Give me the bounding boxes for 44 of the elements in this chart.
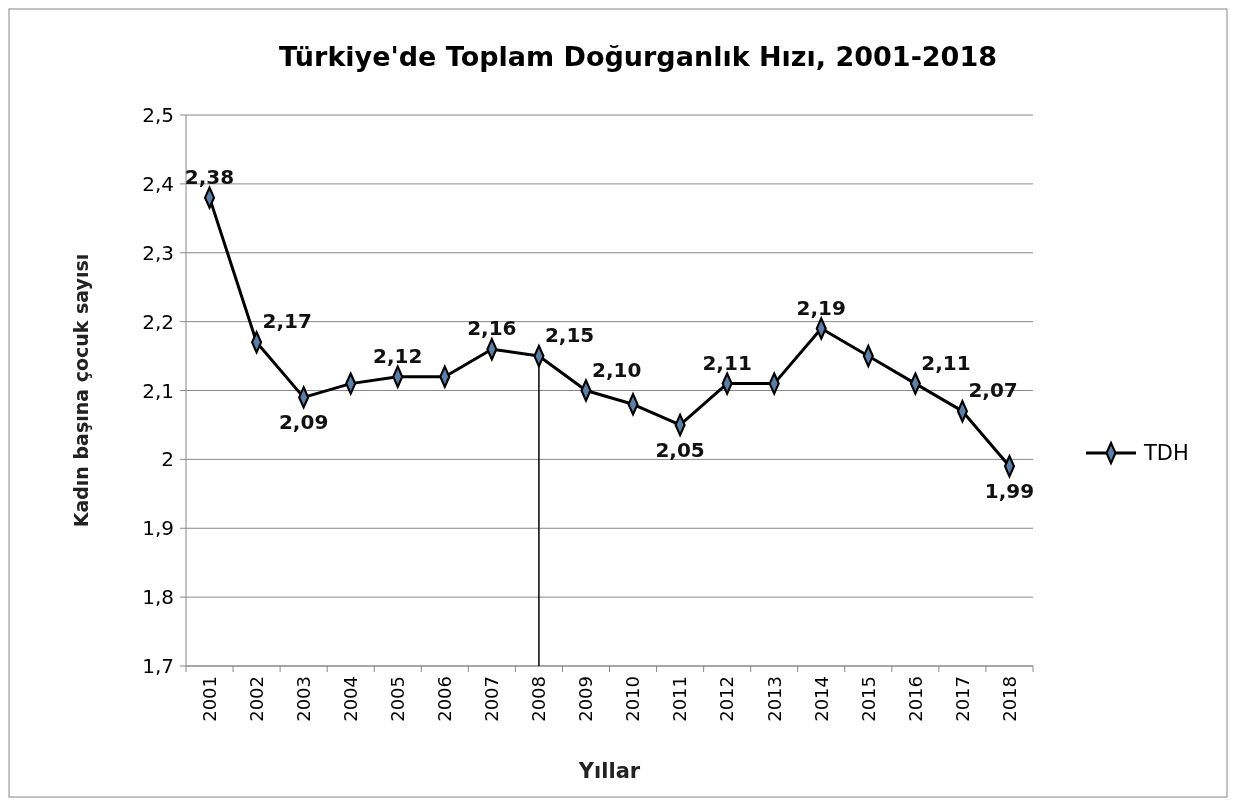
y-tick-label: 1,7 [142, 654, 174, 678]
x-tick-label: 2016 [904, 676, 926, 722]
x-tick-label: 2012 [716, 676, 738, 722]
x-tick-label: 2008 [528, 676, 550, 722]
data-label: 2,07 [968, 378, 1018, 403]
data-label: 2,05 [655, 437, 705, 462]
y-tick-label: 2,3 [142, 240, 174, 265]
x-tick-label: 2003 [292, 676, 314, 722]
y-tick-label: 2,4 [142, 171, 174, 196]
x-tick-label: 2011 [669, 676, 691, 722]
data-label: 2,10 [591, 357, 642, 382]
x-tick-label: 2014 [810, 676, 832, 722]
x-tick-label: 2017 [951, 676, 973, 722]
data-label: 2,16 [467, 316, 517, 341]
data-label: 2,09 [278, 410, 329, 435]
x-tick-label: 2002 [245, 676, 267, 722]
y-tick-label: 1,8 [142, 585, 174, 610]
data-label: 2,17 [262, 309, 312, 334]
chart-title: Türkiye'de Toplam Doğurganlık Hızı, 2001-2018 [279, 41, 997, 72]
y-tick-label: 2 [161, 447, 174, 472]
x-tick-label: 2006 [434, 676, 456, 722]
x-axis-title: Yıllar [577, 759, 641, 783]
x-tick-label: 2010 [622, 676, 644, 722]
legend-label: TDH [1143, 441, 1189, 466]
data-label: 2,11 [921, 350, 971, 375]
x-tick-label: 2018 [998, 676, 1020, 722]
x-tick-label: 2013 [763, 676, 785, 722]
y-tick-label: 2,1 [142, 378, 174, 403]
data-label: 2,15 [544, 323, 595, 348]
y-tick-label: 2,5 [142, 103, 174, 127]
x-tick-label: 2009 [575, 676, 597, 722]
data-label: 1,99 [984, 479, 1035, 504]
data-label: 2,19 [796, 295, 846, 320]
data-label: 2,38 [184, 164, 235, 189]
x-tick-label: 2005 [387, 676, 409, 722]
data-label: 2,12 [373, 343, 423, 368]
x-tick-label: 2004 [339, 676, 361, 722]
y-tick-label: 2,2 [142, 309, 174, 334]
x-tick-label: 2015 [857, 676, 879, 722]
data-label: 2,11 [702, 350, 752, 375]
y-axis-title: Kadın başına çocuk sayısı [70, 253, 92, 528]
x-tick-label: 2001 [198, 676, 220, 722]
y-tick-label: 1,9 [142, 516, 174, 541]
x-tick-label: 2007 [481, 676, 503, 722]
